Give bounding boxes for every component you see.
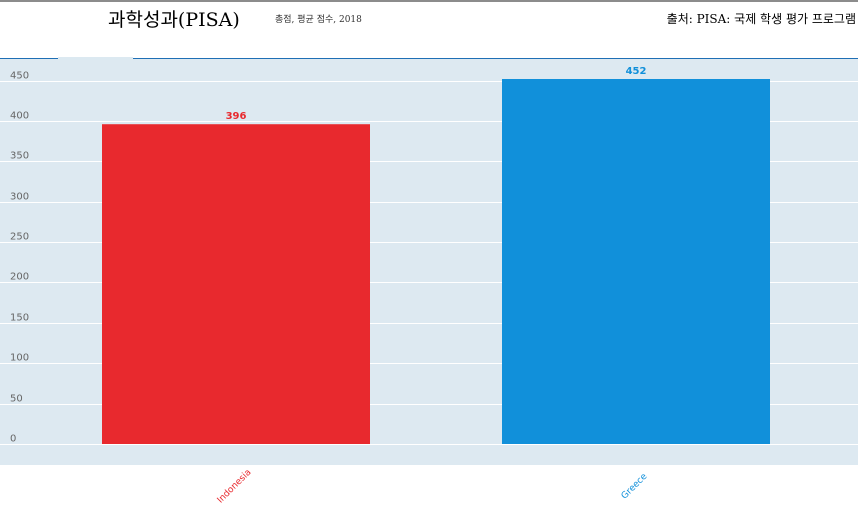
- header-tab-notch: [58, 57, 133, 60]
- top-rule: [0, 0, 858, 2]
- y-tick-label-200: 200: [10, 272, 29, 283]
- header-divider: [0, 58, 858, 59]
- y-tick-label-100: 100: [10, 353, 29, 364]
- y-tick-label-400: 400: [10, 111, 29, 122]
- data-label-greece: 452: [626, 66, 647, 77]
- y-tick-label-0: 0: [10, 434, 16, 445]
- bar-greece[interactable]: [502, 79, 770, 444]
- y-tick-label-450: 450: [10, 71, 29, 82]
- bar-indonesia[interactable]: [102, 124, 370, 444]
- x-tick-label-indonesia: Indonesia: [216, 468, 254, 506]
- data-label-indonesia: 396: [226, 111, 247, 122]
- y-tick-label-50: 50: [10, 394, 23, 405]
- y-tick-label-300: 300: [10, 192, 29, 203]
- y-tick-label-250: 250: [10, 232, 29, 243]
- x-tick-label-greece: Greece: [620, 471, 650, 501]
- source-note: 출처: PISA: 국제 학생 평가 프로그램: [666, 12, 856, 26]
- y-tick-label-150: 150: [10, 313, 29, 324]
- y-tick-label-350: 350: [10, 151, 29, 162]
- chart-title: 과학성과(PISA): [108, 9, 240, 31]
- chart-subtitle: 총점, 평균 점수, 2018: [275, 15, 362, 25]
